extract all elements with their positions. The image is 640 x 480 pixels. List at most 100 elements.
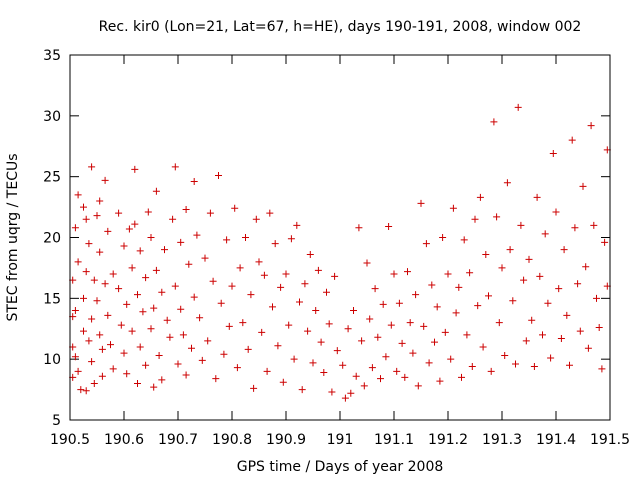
data-point xyxy=(98,345,106,353)
data-point xyxy=(501,352,509,360)
data-point xyxy=(236,264,244,272)
data-point xyxy=(134,380,141,387)
data-point xyxy=(77,386,85,394)
data-point xyxy=(152,187,160,195)
data-point xyxy=(498,264,506,272)
data-point xyxy=(312,307,320,314)
data-point xyxy=(576,327,584,335)
data-point xyxy=(147,325,155,333)
data-point xyxy=(544,299,552,307)
data-point xyxy=(104,227,112,235)
data-point xyxy=(406,319,414,327)
data-point xyxy=(88,358,96,366)
data-point xyxy=(277,283,285,291)
data-point xyxy=(282,270,290,278)
data-point xyxy=(144,208,152,216)
data-point xyxy=(352,372,360,380)
data-point xyxy=(455,283,463,291)
y-tick-label: 5 xyxy=(52,413,61,429)
data-point xyxy=(177,238,185,246)
data-point xyxy=(223,236,231,244)
data-point xyxy=(574,280,582,288)
data-point xyxy=(190,293,198,301)
data-point xyxy=(331,272,339,280)
data-point xyxy=(279,378,287,386)
data-point xyxy=(533,193,541,201)
x-axis-label: GPS time / Days of year 2008 xyxy=(237,459,444,475)
data-point xyxy=(107,341,114,349)
data-point xyxy=(341,394,349,402)
data-point xyxy=(85,240,93,248)
data-point xyxy=(136,343,144,351)
data-point xyxy=(136,247,144,255)
y-axis-label: STEC from uqrg / TECUs xyxy=(5,153,21,321)
data-point xyxy=(528,316,536,324)
data-point xyxy=(296,298,303,306)
data-point xyxy=(71,224,79,232)
data-point xyxy=(269,303,276,311)
data-point xyxy=(344,325,352,333)
x-tick-label: 190.9 xyxy=(266,432,306,448)
data-point xyxy=(131,165,139,173)
data-point xyxy=(314,266,322,274)
y-tick-label: 35 xyxy=(43,48,61,64)
data-point xyxy=(74,258,82,266)
data-point xyxy=(506,246,514,254)
data-point xyxy=(196,314,204,322)
data-point xyxy=(96,197,104,205)
y-tick-label: 20 xyxy=(43,231,61,247)
data-point xyxy=(225,322,233,330)
data-point xyxy=(96,248,104,256)
x-tick-label: 191.2 xyxy=(428,432,468,448)
data-point xyxy=(517,221,525,229)
data-point xyxy=(82,215,90,223)
y-tick-label: 30 xyxy=(43,109,61,125)
data-point xyxy=(74,191,82,199)
data-point xyxy=(169,215,177,223)
data-point xyxy=(436,377,444,385)
data-point xyxy=(412,291,420,299)
data-point xyxy=(323,288,330,296)
x-tick-label: 191 xyxy=(327,432,354,448)
data-point xyxy=(371,285,379,293)
x-tick-label: 190.5 xyxy=(50,432,90,448)
data-point xyxy=(385,223,393,231)
data-point xyxy=(512,360,519,368)
data-point xyxy=(452,309,460,317)
data-point xyxy=(158,376,166,384)
data-point xyxy=(363,259,371,267)
data-point xyxy=(80,203,87,211)
data-point xyxy=(93,297,101,305)
data-point xyxy=(239,319,247,327)
data-point xyxy=(166,333,174,341)
data-point xyxy=(90,276,98,284)
y-tick-label: 10 xyxy=(43,352,61,368)
data-point xyxy=(109,365,117,373)
data-point xyxy=(468,362,476,370)
data-point xyxy=(104,311,112,319)
data-point xyxy=(185,260,193,268)
data-point xyxy=(190,178,198,186)
data-point xyxy=(193,231,201,239)
data-point xyxy=(503,179,511,187)
data-point xyxy=(115,209,123,217)
data-point xyxy=(74,367,82,375)
data-point xyxy=(479,343,487,351)
data-point xyxy=(463,331,471,339)
data-point xyxy=(231,204,239,212)
data-point xyxy=(493,213,501,221)
x-tick-label: 190.7 xyxy=(158,432,198,448)
data-point xyxy=(134,291,141,299)
data-point xyxy=(420,322,428,330)
data-point xyxy=(476,193,484,201)
x-tick-label: 191.3 xyxy=(482,432,522,448)
data-point xyxy=(368,364,376,372)
data-point xyxy=(358,337,366,345)
data-point xyxy=(161,246,168,254)
data-point xyxy=(101,176,109,184)
data-point xyxy=(285,321,293,329)
data-point xyxy=(485,292,492,300)
data-point xyxy=(530,362,538,370)
data-point xyxy=(539,331,546,339)
data-point xyxy=(71,307,79,314)
